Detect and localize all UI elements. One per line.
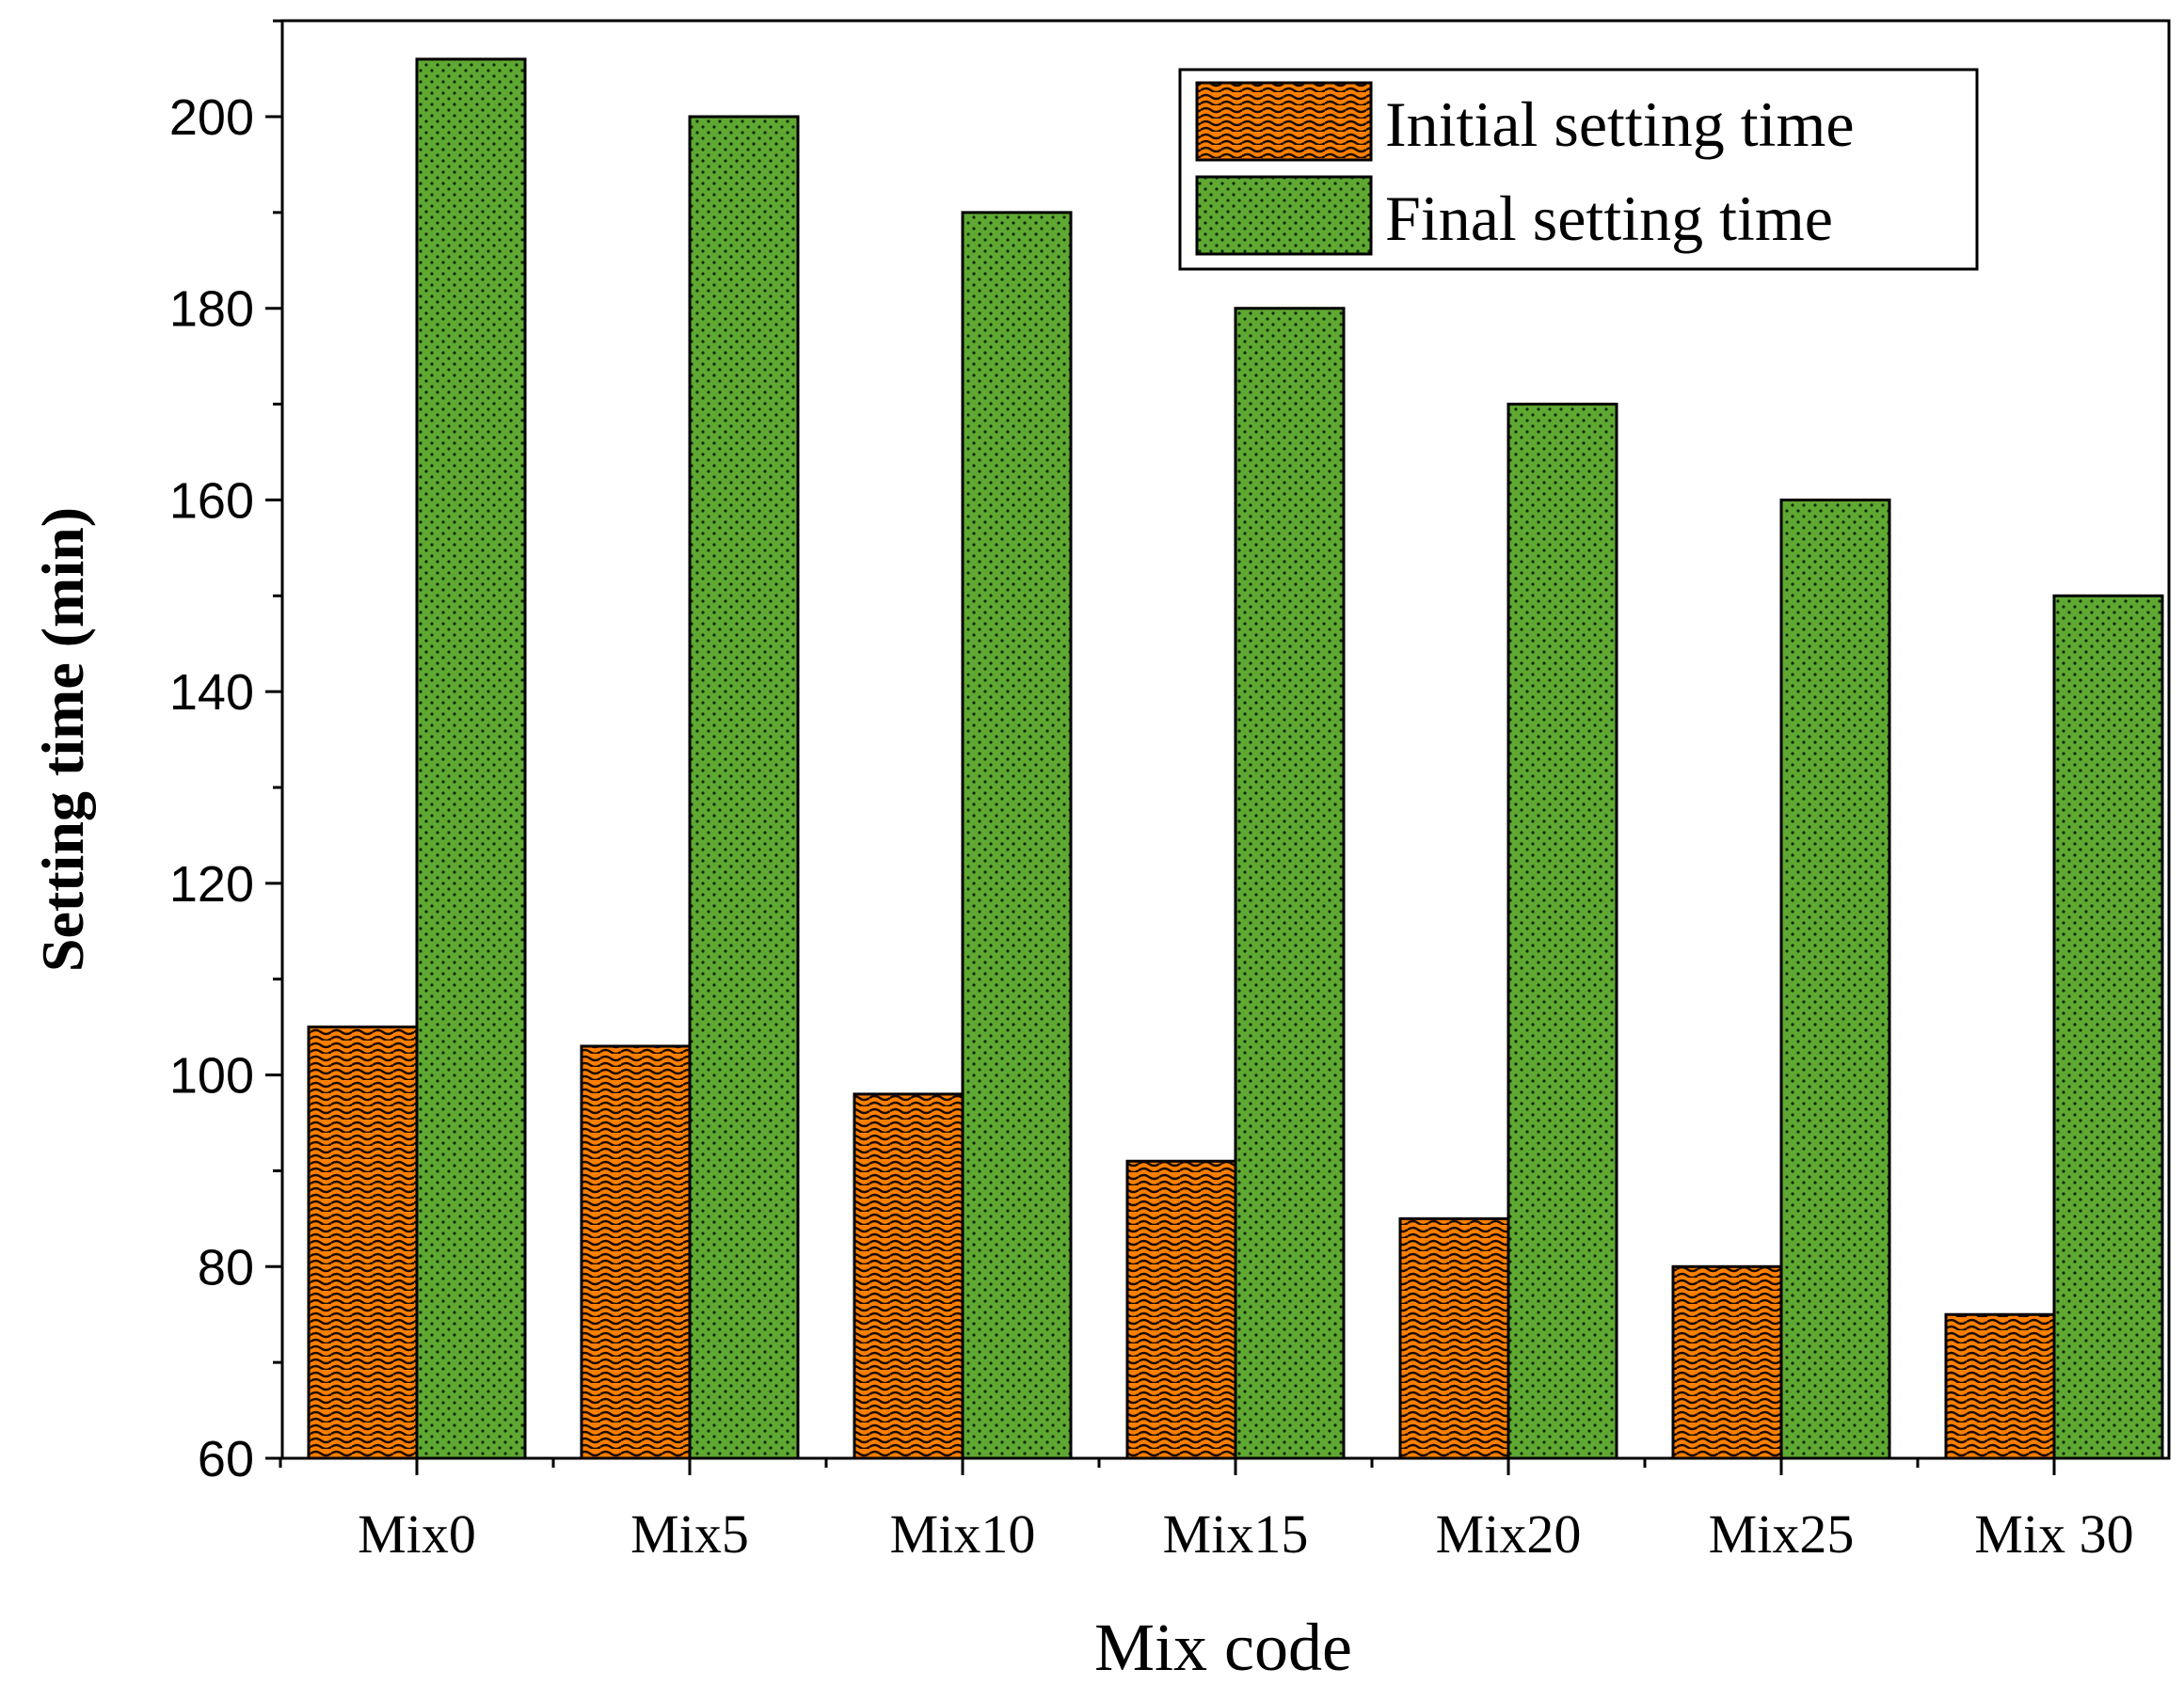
bar-initial-setting-time [1398, 1216, 1510, 1460]
x-axis: Mix0 Mix5 Mix10 Mix15 Mix20 Mix25 Mix 30 [279, 1458, 2134, 1565]
bar-final-setting-time [688, 115, 800, 1460]
bar-initial-setting-time [1944, 1312, 2056, 1460]
x-tick-label: Mix20 [1436, 1503, 1582, 1565]
x-tick-label: Mix25 [1709, 1503, 1855, 1565]
bar-initial-setting-time [1671, 1264, 1783, 1460]
legend-swatch-initial [1195, 81, 1373, 162]
y-axis-title: Setting time (min) [29, 507, 96, 972]
x-tick-label: Mix15 [1163, 1503, 1309, 1565]
bars-layer [307, 57, 2164, 1460]
x-tick-label: Mix 30 [1974, 1503, 2133, 1565]
bar-final-setting-time [2052, 594, 2164, 1460]
y-tick-label: 200 [169, 89, 254, 146]
bar-final-setting-time [415, 57, 527, 1460]
x-axis-title: Mix code [1094, 1610, 1352, 1685]
x-tick-label: Mix0 [358, 1503, 476, 1565]
bar-final-setting-time [961, 211, 1073, 1460]
legend-label-initial: Initial setting time [1385, 88, 1855, 160]
legend-swatch-final [1195, 175, 1373, 256]
y-axis: 60 80 100 120 140 160 180 200 [169, 19, 282, 1487]
y-tick-label: 140 [169, 664, 254, 721]
bar-initial-setting-time [853, 1092, 964, 1460]
x-tick-label: Mix5 [630, 1503, 749, 1565]
y-tick-label: 160 [169, 472, 254, 529]
y-tick-label: 80 [198, 1239, 254, 1296]
legend-label-final: Final setting time [1385, 183, 1833, 254]
y-tick-label: 180 [169, 281, 254, 338]
bar-initial-setting-time [307, 1025, 419, 1460]
legend: Initial setting time Final setting time [1178, 68, 1979, 271]
x-tick-label: Mix10 [890, 1503, 1036, 1565]
bar-initial-setting-time [580, 1044, 692, 1460]
bar-final-setting-time [1506, 403, 1618, 1460]
y-tick-label: 100 [169, 1048, 254, 1105]
y-tick-label: 120 [169, 856, 254, 913]
y-tick-label: 60 [198, 1431, 254, 1487]
bar-final-setting-time [1779, 498, 1891, 1460]
bar-final-setting-time [1234, 307, 1346, 1460]
bar-initial-setting-time [1125, 1159, 1237, 1460]
